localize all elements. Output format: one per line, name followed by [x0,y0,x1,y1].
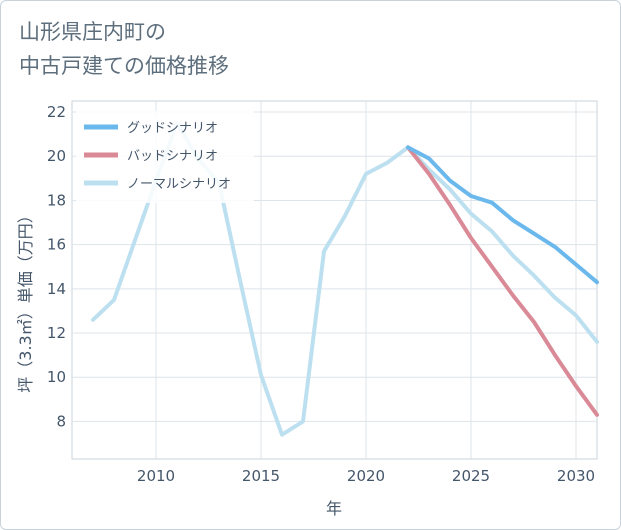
series-line-0 [406,145,599,285]
y-tick-label: 14 [47,280,66,298]
x-tick-label: 2010 [137,467,175,485]
axis-ticks: 2010 2015 2020 2025 2030 8 10 12 14 16 18 20 22 [47,103,595,485]
x-tick-label: 2020 [347,467,385,485]
y-tick-label: 20 [47,147,66,165]
y-tick-label: 16 [47,236,66,254]
x-tick-label: 2030 [557,467,595,485]
y-tick-label: 10 [47,368,66,386]
title-line-1: 山形県庄内町の [19,20,166,44]
legend-label-0: グッドシナリオ [127,121,218,136]
title-line-2: 中古戸建ての価格推移 [19,54,229,78]
grid-lines [72,101,597,459]
y-tick-label: 8 [56,412,66,430]
legend-label-1: バッドシナリオ [127,149,218,164]
y-tick-label: 12 [47,324,66,342]
legend-label-2: ノーマルシナリオ [127,177,231,192]
y-tick-label: 18 [47,191,66,209]
series-line-1 [406,145,599,417]
y-axis-label: 坪（3.3㎡）単価（万円） [16,207,35,392]
y-tick-label: 22 [47,103,66,121]
x-tick-label: 2015 [242,467,280,485]
x-axis-label: 年 [326,499,342,518]
chart-title: 山形県庄内町の 中古戸建ての価格推移 [19,15,229,83]
x-tick-label: 2025 [452,467,490,485]
